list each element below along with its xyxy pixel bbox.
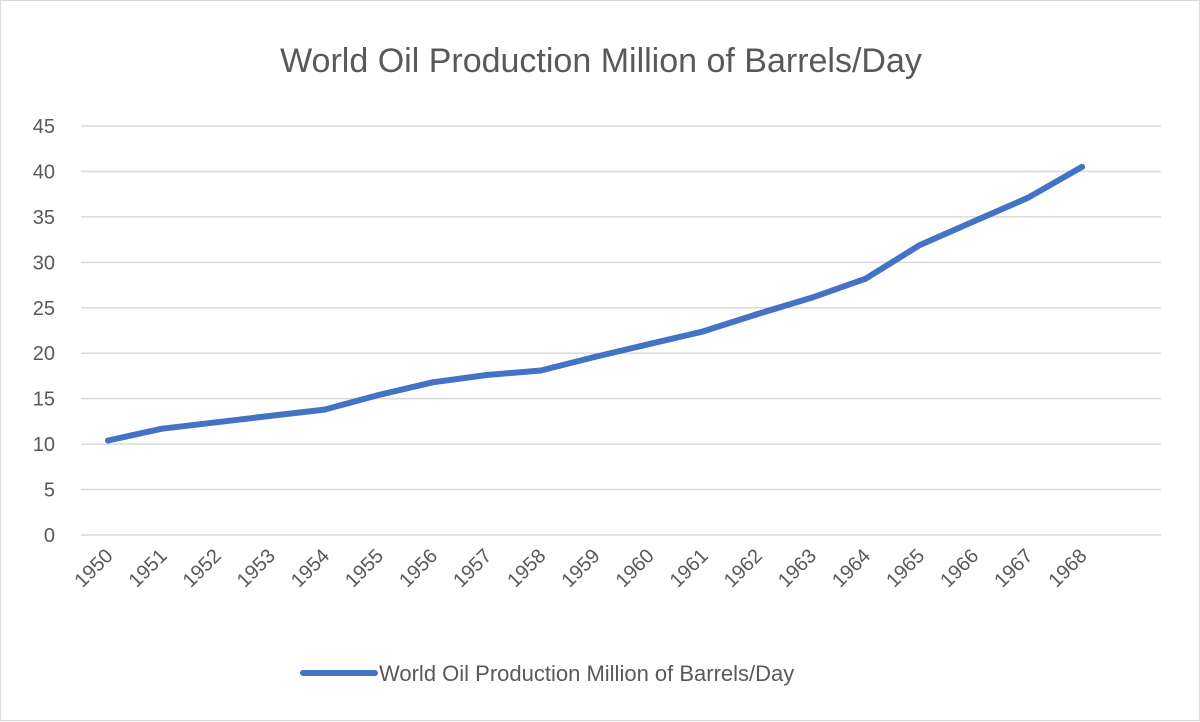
y-tick-label: 25	[33, 298, 55, 320]
data-point	[808, 294, 815, 301]
x-tick-label: 1964	[828, 545, 875, 592]
x-tick-label: 1963	[774, 545, 821, 592]
y-tick-label: 35	[33, 207, 55, 229]
y-tick-label: 40	[33, 161, 55, 183]
y-tick-label: 20	[33, 343, 55, 365]
chart-title: World Oil Production Million of Barrels/…	[280, 42, 922, 80]
y-tick-label: 45	[33, 116, 55, 138]
x-tick-label: 1951	[125, 545, 172, 592]
data-point	[267, 412, 274, 419]
y-tick-label: 15	[33, 389, 55, 411]
x-tick-label: 1968	[1045, 545, 1092, 592]
x-tick-label: 1961	[666, 545, 713, 592]
data-point	[700, 328, 707, 335]
x-tick-label: 1966	[936, 545, 983, 592]
data-point	[754, 311, 761, 318]
y-axis-ticks: 0 5 10 15 20 25 30 35 40 45	[33, 116, 55, 547]
series-line	[105, 163, 1085, 444]
x-tick-label: 1958	[503, 545, 550, 592]
x-tick-label: 1959	[558, 545, 605, 592]
data-point	[1079, 163, 1085, 170]
x-tick-label: 1956	[395, 545, 442, 592]
y-tick-label: 5	[44, 480, 55, 502]
data-point	[429, 379, 436, 386]
data-point	[321, 406, 328, 413]
x-tick-label: 1962	[720, 545, 767, 592]
x-tick-label: 1950	[71, 545, 118, 592]
data-point	[159, 425, 166, 432]
data-point	[483, 372, 490, 379]
x-tick-label: 1957	[449, 545, 496, 592]
x-axis-ticks: 1950 1951 1952 1953 1954 1955 1956 1957 1958 1959…	[71, 545, 1092, 592]
x-tick-label: 1953	[233, 545, 280, 592]
data-point	[537, 367, 544, 374]
x-tick-label: 1960	[612, 545, 659, 592]
x-tick-label: 1952	[179, 545, 226, 592]
series-layer	[105, 163, 1085, 444]
data-point	[213, 419, 220, 426]
data-point	[970, 218, 977, 225]
y-tick-label: 10	[33, 434, 55, 456]
gridlines	[81, 125, 1161, 536]
x-tick-label: 1967	[990, 545, 1037, 592]
legend-label: World Oil Production Million of Barrels/…	[379, 661, 794, 686]
data-point	[1024, 194, 1031, 201]
data-point	[862, 275, 869, 282]
x-tick-label: 1954	[287, 545, 334, 592]
x-tick-label: 1965	[882, 545, 929, 592]
y-tick-label: 30	[33, 252, 55, 274]
legend: World Oil Production Million of Barrels/…	[300, 661, 794, 686]
y-tick-label: 0	[44, 525, 55, 547]
x-tick-label: 1955	[341, 545, 388, 592]
data-point	[646, 341, 653, 348]
data-point	[375, 392, 382, 399]
data-point	[916, 242, 923, 249]
data-point	[592, 353, 598, 360]
data-point	[105, 437, 111, 444]
